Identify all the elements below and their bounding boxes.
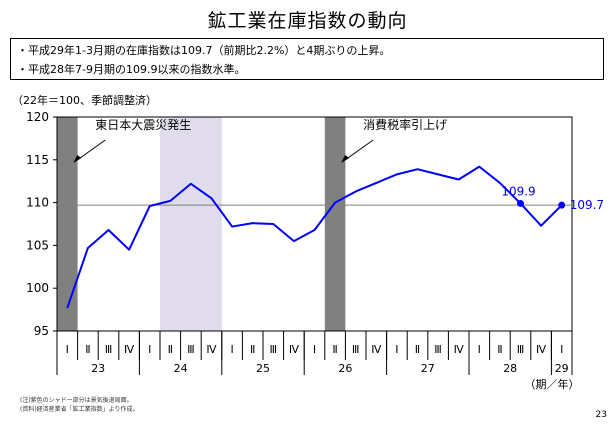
- quarter-tick-label: Ⅳ: [124, 343, 135, 356]
- quarter-tick-label: Ⅰ: [66, 343, 69, 356]
- quarter-tick-label: Ⅰ: [395, 343, 398, 356]
- quarter-tick-label: Ⅳ: [371, 343, 382, 356]
- quarter-tick-label: Ⅲ: [187, 343, 195, 356]
- y-tick-label: 120: [26, 110, 49, 124]
- footnote-source: (資料)経済産業省「鉱工業指数」より作成。: [20, 406, 139, 413]
- quarter-tick-label: Ⅲ: [105, 343, 113, 356]
- quarter-tick-label: Ⅰ: [478, 343, 481, 356]
- quarter-tick-label: Ⅳ: [289, 343, 300, 356]
- year-label: 23: [91, 362, 105, 375]
- y-tick-label: 115: [26, 153, 49, 167]
- quarter-tick-label: Ⅳ: [206, 343, 217, 356]
- annotation-arrowhead: [73, 155, 82, 163]
- x-axis-unit-label: （期／年）: [525, 377, 580, 391]
- y-tick-label: 110: [26, 196, 49, 210]
- year-label: 27: [421, 362, 435, 375]
- year-label: 26: [338, 362, 352, 375]
- series-line-0: [66, 165, 563, 309]
- point-label: 109.9: [501, 184, 535, 198]
- quarter-tick-label: Ⅲ: [270, 343, 278, 356]
- annotation-arrow: [77, 139, 106, 161]
- quarter-tick-label: Ⅱ: [168, 343, 173, 356]
- year-label: 24: [174, 362, 188, 375]
- y-tick-label: 100: [26, 281, 49, 295]
- annotation-arrowhead: [341, 155, 350, 163]
- page-title: 鉱工業在庫指数の動向: [207, 10, 408, 32]
- shaded-period-2: [324, 117, 346, 331]
- footnote-shadow: (注)紫色のシャドー部分は景気後退局面。: [20, 397, 133, 404]
- quarter-tick-label: Ⅰ: [313, 343, 316, 356]
- quarter-tick-label: Ⅳ: [536, 343, 547, 356]
- quarter-tick-label: Ⅲ: [352, 343, 360, 356]
- annotation-label: 東日本大震災発生: [95, 118, 191, 132]
- quarter-tick-label: Ⅱ: [332, 343, 337, 356]
- quarter-tick-label: Ⅲ: [434, 343, 442, 356]
- annotation-label: 消費税率引上げ: [363, 117, 447, 132]
- quarter-tick-label: Ⅰ: [148, 343, 151, 356]
- highlight-point: [558, 201, 566, 209]
- annotation-arrow: [344, 139, 374, 161]
- unit-note: （22年＝100、季節調整済）: [12, 94, 157, 107]
- page-number: 23: [595, 410, 607, 420]
- shaded-period-0: [57, 117, 78, 331]
- y-tick-label: 95: [34, 324, 49, 338]
- quarter-tick-label: Ⅰ: [560, 343, 563, 356]
- shaded-period-1: [160, 117, 222, 331]
- year-label: 29: [555, 362, 569, 375]
- quarter-tick-label: Ⅲ: [517, 343, 525, 356]
- y-tick-label: 105: [26, 238, 49, 252]
- summary-box: ・平成29年1-3月期の在庫指数は109.7（前期比2.2%）と4期ぶりの上昇。…: [10, 38, 604, 80]
- summary-line-1: ・平成29年1-3月期の在庫指数は109.7（前期比2.2%）と4期ぶりの上昇。: [17, 44, 391, 57]
- summary-line-2: ・平成28年7-9月期の109.9以来の指数水準。: [17, 63, 246, 76]
- year-label: 28: [503, 362, 517, 375]
- quarter-tick-label: Ⅳ: [454, 343, 465, 356]
- year-label: 25: [256, 362, 270, 375]
- quarter-tick-label: Ⅱ: [497, 343, 502, 356]
- quarter-tick-label: Ⅰ: [230, 343, 233, 356]
- quarter-tick-label: Ⅱ: [250, 343, 255, 356]
- quarter-tick-label: Ⅱ: [85, 343, 90, 356]
- highlight-point: [517, 199, 524, 207]
- point-label: 109.7: [570, 198, 604, 212]
- plot-frame: [56, 116, 573, 332]
- quarter-tick-label: Ⅱ: [415, 343, 420, 356]
